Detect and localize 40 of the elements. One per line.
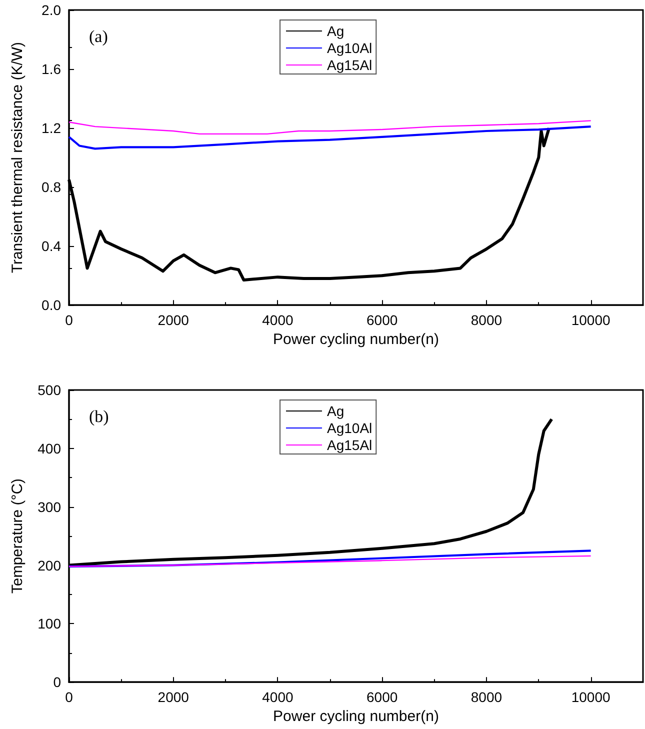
- x-tick-label: 2000: [158, 689, 190, 706]
- x-tick-label: 6000: [366, 689, 398, 706]
- line-series: [68, 555, 592, 568]
- y-tick-label: 400: [38, 440, 62, 456]
- y-tick-label: 300: [38, 498, 62, 515]
- line-series: [68, 550, 592, 568]
- y-tick-label: 0.0: [42, 297, 62, 314]
- y-tick-label: 200: [38, 557, 62, 574]
- line-series: [68, 126, 592, 150]
- x-tick-label: 0: [65, 312, 74, 328]
- y-tick-label: 0: [53, 674, 62, 690]
- annotation: (a): [89, 27, 108, 46]
- x-tick-label: 4000: [262, 689, 294, 706]
- x-tick-label: 8000: [470, 689, 502, 706]
- legend-label: Ag15Al: [327, 57, 372, 73]
- y-axis-title: Transient thermal resistance (K/W): [9, 42, 26, 274]
- x-tick-label: 2000: [158, 312, 190, 328]
- x-tick-label: 10000: [571, 312, 610, 328]
- x-tick-label: 8000: [470, 312, 502, 328]
- x-tick-label: 6000: [366, 312, 398, 328]
- legend-label: Ag10Al: [327, 40, 372, 56]
- y-tick-label: 0.4: [42, 238, 62, 254]
- legend-label: Ag15Al: [327, 437, 372, 453]
- y-axis-title: Temperature (°C): [9, 478, 26, 594]
- legend-label: Ag10Al: [327, 420, 372, 436]
- y-tick-label: 0.8: [42, 179, 62, 196]
- y-tick-label: 1.6: [42, 61, 62, 78]
- annotation: (b): [89, 407, 109, 426]
- x-tick-label: 4000: [262, 312, 294, 328]
- x-axis-title: Power cycling number(n): [273, 331, 439, 348]
- legend-label: Ag: [327, 403, 344, 419]
- y-tick-label: 100: [38, 616, 62, 632]
- legend-label: Ag: [327, 23, 344, 39]
- y-tick-label: 500: [38, 382, 62, 398]
- x-axis-title: Power cycling number(n): [273, 708, 439, 725]
- line-series: [68, 120, 592, 135]
- x-tick-label: 10000: [571, 689, 610, 706]
- y-tick-label: 2.0: [42, 2, 62, 18]
- x-tick-label: 0: [65, 689, 74, 706]
- y-tick-label: 1.2: [42, 120, 62, 136]
